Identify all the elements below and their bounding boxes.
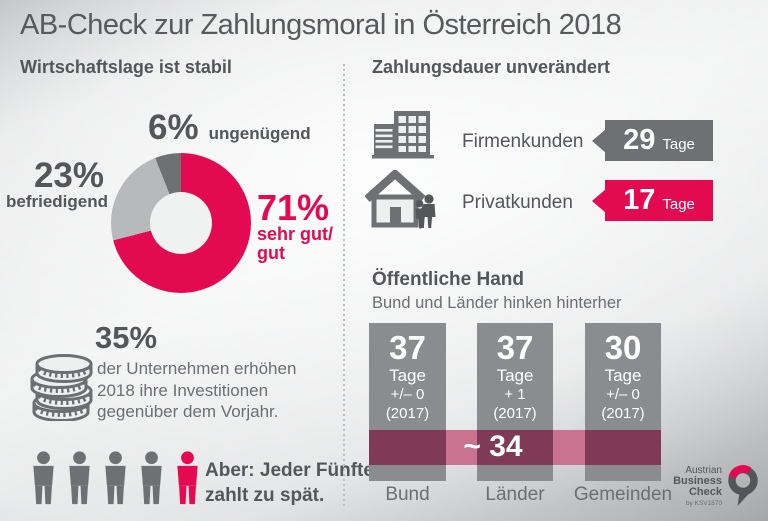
bar-laender-value: 37	[496, 329, 534, 366]
investment-line3: gegenüber dem Vorjahr.	[97, 402, 279, 421]
coin-stack-icon	[27, 351, 95, 426]
firmenkunden-days-unit: Tage	[662, 135, 695, 153]
bar-label-bund: Bund	[385, 484, 430, 505]
txt-befriedigend: befriedigend	[6, 192, 109, 211]
office-building-icon	[372, 109, 438, 168]
dotted-divider	[343, 64, 345, 506]
bar-bund-value: 37	[389, 329, 426, 366]
bar-label-gemeinden: Gemeinden	[573, 484, 673, 505]
bar-bund-change: +/– 0	[390, 386, 425, 403]
donut-label-sehr-gut: 71% sehr gut/ gut	[257, 187, 334, 263]
right-section-header: Zahlungsdauer unverändert	[372, 57, 611, 77]
person-icon	[141, 451, 162, 505]
pct-befriedigend: 23%	[33, 156, 104, 195]
speech-bubble-ring-icon	[728, 465, 758, 506]
privatkunden-label: Privatkunden	[462, 192, 573, 213]
txt-ungenuegend: ungenügend	[208, 124, 311, 143]
economy-donut-chart	[111, 153, 251, 293]
left-section-header: Wirtschaftslage ist stabil	[20, 57, 232, 77]
house-family-icon	[364, 168, 443, 235]
bar-gemeinden-value: 30	[604, 329, 642, 366]
page-title: AB-Check zur Zahlungsmoral in Österreich…	[20, 9, 622, 41]
public-sector-subheader: Bund und Länder hinken hinterher	[372, 294, 622, 312]
investment-line2: 2018 ihre Investitionen	[97, 380, 269, 400]
pct-ungenuegend: 6%	[148, 108, 199, 147]
firmenkunden-days-value: 29	[623, 124, 656, 156]
pct-sehr-gut: 71%	[257, 187, 330, 228]
investment-percentage: 35%	[95, 320, 158, 355]
bar-gemeinden-unit: Tage	[604, 366, 642, 385]
logo-line4: by KSV1870	[685, 499, 722, 507]
average-band: ~ 34	[369, 430, 661, 465]
person-icon	[105, 451, 126, 505]
average-value: ~ 34	[463, 430, 523, 463]
arrow-left-icon	[592, 188, 606, 213]
txt-sehr-gut-1: sehr gut/	[257, 224, 334, 244]
donut-label-befriedigend: 23% befriedigend	[6, 156, 109, 211]
firmenkunden-label: Firmenkunden	[462, 131, 584, 152]
bar-laender-year: (2017)	[493, 405, 537, 422]
privatkunden-days-unit: Tage	[662, 195, 695, 213]
bar-laender-unit: Tage	[496, 366, 534, 385]
public-sector-header: Öffentliche Hand	[372, 269, 525, 290]
bar-gemeinden-year: (2017)	[601, 405, 645, 422]
average-band-overlap	[477, 430, 553, 465]
brand-logo-text: Austrian Business Check by KSV1870	[673, 465, 722, 508]
investment-line1: der Unternehmen erhöhen	[97, 359, 297, 378]
txt-sehr-gut-2: gut	[257, 243, 285, 263]
investment-text: der Unternehmen erhöhen 2018 ihre Invest…	[97, 358, 296, 423]
average-band-overlap	[585, 430, 661, 465]
firmenkunden-days-tag: 29 Tage	[592, 120, 713, 161]
late-payer-line2: zahlt zu spät.	[205, 485, 325, 506]
privatkunden-days-tag: 17 Tage	[592, 180, 713, 221]
late-payer-pictogram	[29, 450, 202, 506]
bar-bund-unit: Tage	[389, 366, 426, 385]
person-icon	[33, 451, 54, 505]
logo-line1: Austrian	[685, 464, 722, 476]
person-icon	[69, 451, 90, 505]
late-payer-text: Aber: Jeder Fünfte zahlt zu spät.	[205, 458, 374, 508]
bar-bund-year: (2017)	[385, 405, 430, 422]
logo-line2: Business	[673, 474, 722, 487]
bar-gemeinden-change: +/– 0	[606, 386, 640, 403]
bar-laender-change: + 1	[504, 386, 526, 403]
privatkunden-days-value: 17	[623, 184, 656, 216]
average-band-overlap	[369, 430, 446, 465]
arrow-left-icon	[592, 128, 606, 153]
brand-logo: Austrian Business Check by KSV1870	[673, 464, 760, 508]
donut-label-ungenuegend: 6% ungenügend	[148, 108, 311, 148]
person-icon-highlighted	[177, 451, 198, 505]
bar-label-laender: Länder	[485, 484, 545, 505]
late-payer-line1: Aber: Jeder Fünfte	[205, 460, 374, 481]
logo-line3: Check	[688, 486, 722, 498]
